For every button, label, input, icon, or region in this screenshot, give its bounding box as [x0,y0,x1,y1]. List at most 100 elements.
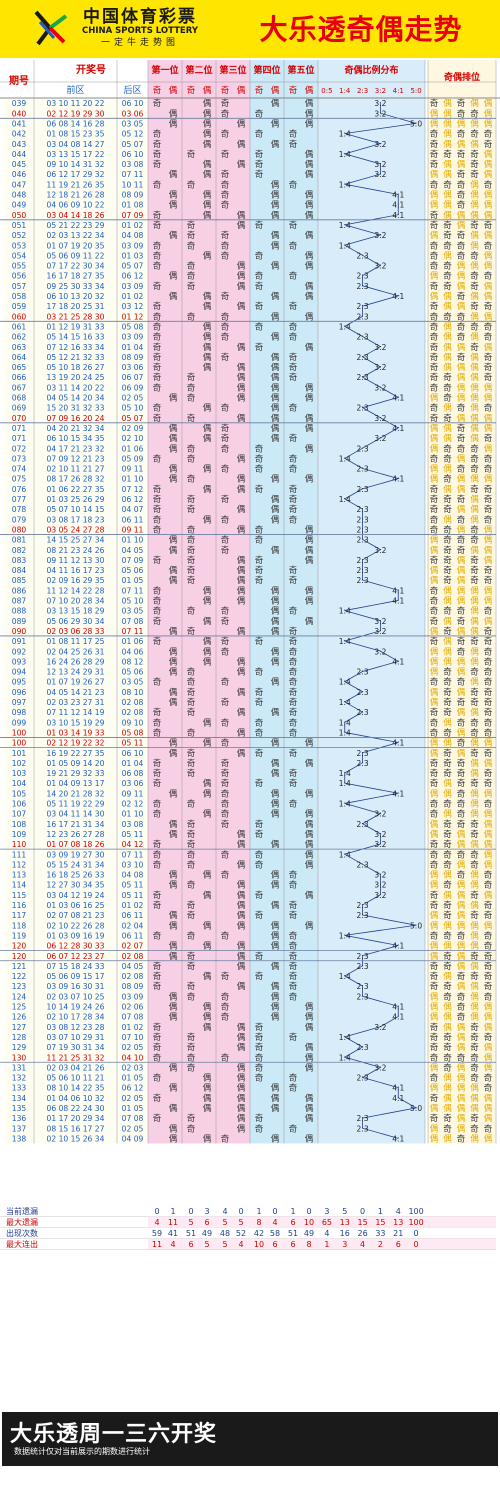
pattern-28-2: 偶 [457,382,466,393]
pattern-76-1: 偶 [443,870,452,881]
position-1-mark-96: 奇 [153,1073,162,1084]
stats-value-1-13: 15 [375,1218,385,1227]
pattern-101-1: 奇 [443,1123,452,1134]
pattern-6-2: 偶 [457,159,466,170]
pattern-3-4: 奇 [484,129,493,140]
pattern-7-2: 奇 [457,169,466,180]
pattern-34-3: 奇 [470,443,479,454]
position-1-mark-67: 奇 [153,778,162,789]
pattern-27-2: 偶 [457,372,466,383]
pattern-46-0: 偶 [430,565,439,576]
position-5-mark-9: 偶 [305,190,314,201]
position-4-mark-69: 偶 [271,799,280,810]
back-numbers-80: 06 11 [122,911,144,920]
pattern-40-1: 奇 [443,504,452,515]
pattern-66-0: 奇 [430,768,439,779]
pattern-79-3: 偶 [470,900,479,911]
pattern-7-3: 奇 [470,169,479,180]
position-1-mark-13: 偶 [169,230,178,241]
pattern-15-3: 奇 [470,250,479,261]
position-4-mark-62: 奇 [255,727,264,738]
ratio-label-48: 4:1 [392,586,404,595]
ratio-label-68: 4:1 [392,789,404,798]
position-3-mark-21: 奇 [221,311,230,322]
stats-value-3-12: 4 [360,1240,365,1249]
pattern-100-0: 奇 [430,1113,439,1124]
pattern-71-2: 奇 [457,819,466,830]
position-1-mark-70: 奇 [153,809,162,820]
back-numbers-55: 08 12 [122,657,144,666]
front-numbers-36: 02 10 11 21 27 [47,465,105,474]
ratio-label-76: 3:2 [374,871,386,880]
position-1-mark-57: 奇 [153,677,162,688]
pattern-62-3: 奇 [470,727,479,738]
position-2-mark-44: 奇 [187,545,196,556]
issue-23: 062 [12,333,27,342]
position-5-mark-69: 奇 [289,799,298,810]
back-numbers-8: 10 11 [122,180,144,189]
pattern-26-3: 偶 [470,362,479,373]
position-1-mark-74: 奇 [153,849,162,860]
issue-42: 080 [12,525,27,534]
pattern-102-0: 偶 [430,1133,439,1144]
header-odd-4: 奇 [255,85,264,96]
position-3-mark-88: 奇 [221,991,230,1002]
ratio-label-39: 1:4 [339,495,351,504]
ratio-label-46: 2:3 [357,566,369,575]
position-2-mark-76: 偶 [203,870,212,881]
pattern-91-2: 偶 [457,1022,466,1033]
position-4-mark-92: 奇 [255,1032,264,1043]
pattern-79-1: 奇 [443,900,452,911]
pattern-60-1: 奇 [443,707,452,718]
pattern-1-1: 偶 [443,108,452,119]
pattern-85-1: 奇 [443,961,452,972]
position-4-mark-34: 奇 [255,443,264,454]
pattern-30-0: 奇 [430,403,439,414]
back-numbers-43: 01 10 [122,536,144,545]
pattern-42-1: 奇 [443,524,452,535]
position-4-mark-37: 偶 [271,474,280,485]
pattern-13-3: 偶 [470,230,479,241]
pattern-56-2: 偶 [457,667,466,678]
back-numbers-6: 03 08 [122,160,144,169]
pattern-50-0: 奇 [430,606,439,617]
pattern-78-1: 偶 [443,890,452,901]
position-4-mark-85: 偶 [271,961,280,972]
stats-value-2-13: 33 [375,1229,385,1238]
pattern-99-4: 偶 [484,1103,493,1114]
position-2-mark-51: 偶 [203,616,212,627]
position-1-mark-80: 偶 [169,910,178,921]
position-1-mark-55: 偶 [169,656,178,667]
position-5-mark-29: 偶 [305,393,314,404]
pattern-83-4: 奇 [484,941,493,952]
pattern-10-1: 偶 [443,200,452,211]
position-1-mark-27: 奇 [153,372,162,383]
position-3-mark-34: 奇 [221,443,230,454]
issue-98: 134 [12,1094,27,1103]
pattern-33-2: 奇 [457,433,466,444]
issue-81: 118 [12,921,27,930]
position-4-mark-78: 奇 [255,890,264,901]
position-3-mark-53: 奇 [221,636,230,647]
front-numbers-32: 04 20 21 32 34 [47,424,105,433]
pattern-49-2: 偶 [457,596,466,607]
footer-banner: 大乐透周一三六开奖 数据统计仅对当前展示的期数进行统计 [0,1412,500,1500]
pattern-59-0: 偶 [430,697,439,708]
position-1-mark-29: 偶 [169,393,178,404]
pattern-78-3: 奇 [470,890,479,901]
ratio-label-78: 3:2 [374,891,386,900]
position-3-mark-7: 奇 [221,169,230,180]
stats-value-0-4: 4 [222,1207,227,1216]
back-numbers-59: 02 08 [122,698,144,707]
ratio-label-62: 1:4 [339,728,351,737]
pattern-63-4: 偶 [484,738,493,749]
pattern-56-3: 奇 [470,667,479,678]
pattern-79-2: 偶 [457,900,466,911]
pattern-18-3: 奇 [470,281,479,292]
position-4-mark-86: 奇 [255,971,264,982]
position-5-mark-99: 偶 [305,1103,314,1114]
pattern-87-0: 奇 [430,981,439,992]
position-4-mark-42: 奇 [255,524,264,535]
pattern-42-0: 奇 [430,524,439,535]
pattern-15-0: 奇 [430,250,439,261]
